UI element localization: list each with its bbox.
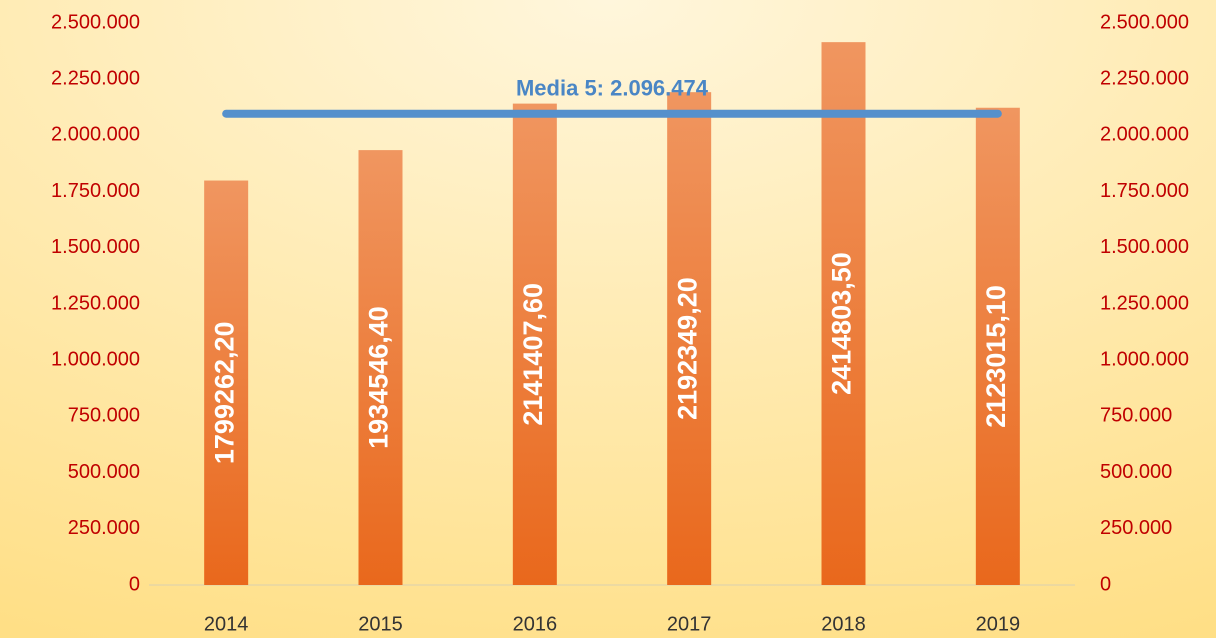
value-label: 2141407,60 [518, 283, 548, 426]
y2-tick-label: 2.250.000 [1100, 67, 1189, 89]
y-tick-label: 0 [129, 573, 140, 595]
y-tick-label: 2.000.000 [51, 124, 140, 146]
y-tick-label: 500.000 [68, 461, 140, 483]
value-label: 1799262,20 [209, 321, 239, 464]
y2-tick-label: 0 [1100, 573, 1111, 595]
value-label: 2192349,20 [672, 277, 702, 420]
y2-tick-label: 2.000.000 [1100, 124, 1189, 146]
mean-label: Media 5: 2.096.474 [516, 76, 709, 101]
y2-tick-label: 1.000.000 [1100, 348, 1189, 370]
y2-tick-label: 750.000 [1100, 405, 1172, 427]
y2-tick-label: 500.000 [1100, 461, 1172, 483]
bar [975, 107, 1020, 585]
y2-tick-label: 1.750.000 [1100, 180, 1189, 202]
x-tick-label: 2014 [204, 613, 249, 635]
value-label: 1934546,40 [364, 306, 394, 449]
x-tick-label: 2017 [667, 613, 712, 635]
x-tick-label: 2019 [976, 613, 1021, 635]
x-tick-label: 2016 [513, 613, 558, 635]
bar [204, 180, 249, 585]
y-tick-label: 1.750.000 [51, 180, 140, 202]
bar [512, 103, 557, 585]
y-tick-label: 1.250.000 [51, 292, 140, 314]
value-label: 2123015,10 [981, 285, 1011, 428]
y2-tick-label: 2.500.000 [1100, 11, 1189, 33]
y-tick-label: 250.000 [68, 517, 140, 539]
y-tick-label: 750.000 [68, 405, 140, 427]
value-label: 2414803,50 [827, 252, 857, 395]
y-tick-label: 2.250.000 [51, 67, 140, 89]
bar [821, 42, 866, 586]
bar [358, 150, 403, 586]
y-tick-label: 1.000.000 [51, 348, 140, 370]
y2-tick-label: 1.250.000 [1100, 292, 1189, 314]
bar [667, 92, 712, 585]
y-tick-label: 1.500.000 [51, 236, 140, 258]
y2-tick-label: 1.500.000 [1100, 236, 1189, 258]
x-tick-label: 2018 [821, 613, 866, 635]
y2-tick-label: 250.000 [1100, 517, 1172, 539]
y-tick-label: 2.500.000 [51, 11, 140, 33]
x-tick-label: 2015 [358, 613, 403, 635]
